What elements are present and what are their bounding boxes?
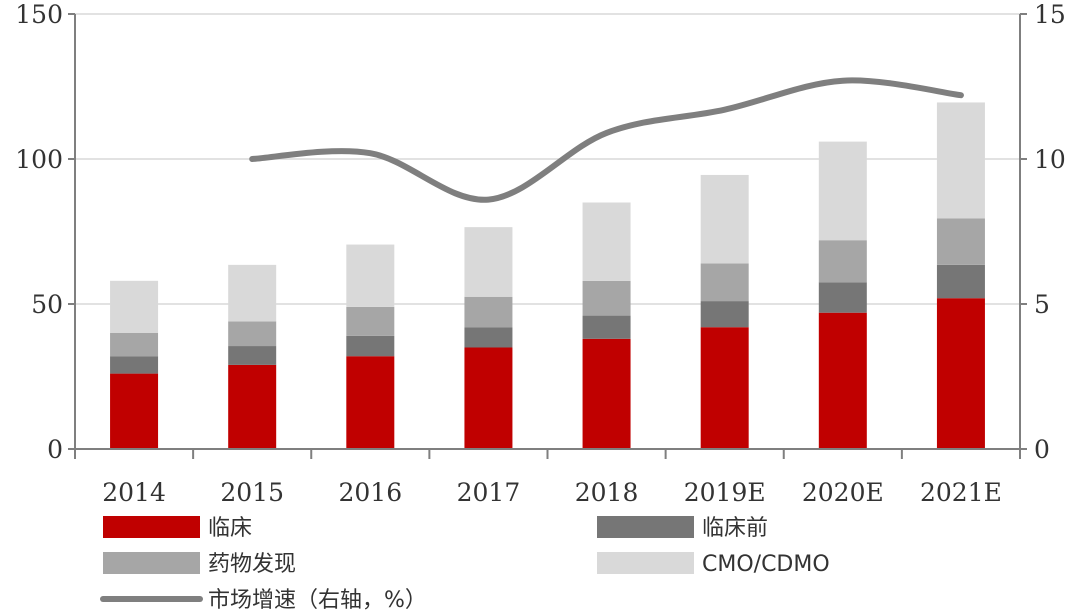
left-tick-label-150: 150 bbox=[15, 0, 63, 29]
x-tick-label-2014: 2014 bbox=[102, 478, 166, 507]
x-tick-label-2020E: 2020E bbox=[802, 478, 884, 507]
bar-药物发现-2018 bbox=[582, 280, 631, 316]
legend-label-3: CMO/CDMO bbox=[702, 552, 830, 577]
bar-临床前-2017 bbox=[464, 327, 513, 348]
bar-临床前-2014 bbox=[110, 356, 159, 374]
bar-药物发现-2020E bbox=[818, 240, 867, 283]
bar-临床-2014 bbox=[110, 373, 159, 449]
bar-临床前-2021E bbox=[936, 264, 985, 299]
bar-临床-2021E bbox=[936, 298, 985, 449]
legend-label-4: 市场增速（右轴，%） bbox=[208, 588, 427, 613]
x-tick-label-2018: 2018 bbox=[575, 478, 639, 507]
bar-临床-2015 bbox=[228, 364, 277, 449]
bar-药物发现-2016 bbox=[346, 306, 395, 336]
bar-药物发现-2015 bbox=[228, 321, 277, 347]
legend-label-2: 药物发现 bbox=[208, 552, 296, 577]
bar-临床-2018 bbox=[582, 338, 631, 449]
bar-layer bbox=[110, 102, 985, 449]
right-tick-label-5: 5 bbox=[1034, 290, 1050, 319]
axis-layer: 0 50 100 150 0 5 10 15 2014 2015 2016 2017 2018 2019E… bbox=[15, 0, 1066, 507]
legend-swatch-1 bbox=[597, 516, 694, 538]
right-tick-label-0: 0 bbox=[1034, 435, 1050, 464]
bar-临床-2016 bbox=[346, 356, 395, 449]
legend-label-0: 临床 bbox=[208, 516, 252, 541]
bar-CMO/CDMO-2016 bbox=[346, 244, 395, 307]
grid-layer bbox=[75, 13, 1020, 305]
growth-point-2020E bbox=[842, 80, 844, 82]
bar-临床前-2018 bbox=[582, 315, 631, 339]
left-tick-label-50: 50 bbox=[31, 290, 63, 319]
bar-药物发现-2014 bbox=[110, 333, 159, 357]
left-tick-label-100: 100 bbox=[15, 145, 63, 174]
growth-point-2016 bbox=[369, 152, 371, 154]
bar-药物发现-2019E bbox=[700, 263, 749, 302]
right-tick-label-15: 15 bbox=[1034, 0, 1066, 29]
x-tick-label-2016: 2016 bbox=[339, 478, 403, 507]
growth-point-2018 bbox=[606, 132, 608, 134]
bar-CMO/CDMO-2015 bbox=[228, 264, 277, 322]
bar-临床前-2015 bbox=[228, 346, 277, 365]
growth-point-2017 bbox=[487, 199, 489, 201]
bar-临床前-2019E bbox=[700, 301, 749, 328]
left-tick-label-0: 0 bbox=[47, 435, 63, 464]
bar-CMO/CDMO-2021E bbox=[936, 102, 985, 219]
bar-药物发现-2021E bbox=[936, 218, 985, 265]
bar-CMO/CDMO-2018 bbox=[582, 202, 631, 281]
bar-药物发现-2017 bbox=[464, 296, 513, 328]
legend-swatch-0 bbox=[103, 516, 200, 538]
line-layer bbox=[249, 77, 964, 203]
x-tick-label-2021E: 2021E bbox=[920, 478, 1002, 507]
bar-临床-2017 bbox=[464, 347, 513, 449]
bar-CMO/CDMO-2019E bbox=[700, 174, 749, 264]
bar-临床-2020E bbox=[818, 312, 867, 449]
bar-临床前-2016 bbox=[346, 335, 395, 357]
bar-临床前-2020E bbox=[818, 282, 867, 313]
x-tick-label-2019E: 2019E bbox=[684, 478, 766, 507]
growth-point-2015 bbox=[251, 158, 253, 160]
bar-CMO/CDMO-2014 bbox=[110, 280, 159, 333]
bar-临床-2019E bbox=[700, 327, 749, 449]
growth-point-2021E bbox=[960, 94, 962, 96]
legend-label-1: 临床前 bbox=[702, 516, 768, 541]
x-tick-label-2017: 2017 bbox=[457, 478, 521, 507]
x-tick-label-2015: 2015 bbox=[220, 478, 284, 507]
bar-CMO/CDMO-2017 bbox=[464, 227, 513, 297]
legend-swatch-3 bbox=[597, 552, 694, 574]
bar-CMO/CDMO-2020E bbox=[818, 141, 867, 241]
legend-swatch-2 bbox=[103, 552, 200, 574]
growth-point-2019E bbox=[724, 109, 726, 111]
right-tick-label-10: 10 bbox=[1034, 145, 1066, 174]
